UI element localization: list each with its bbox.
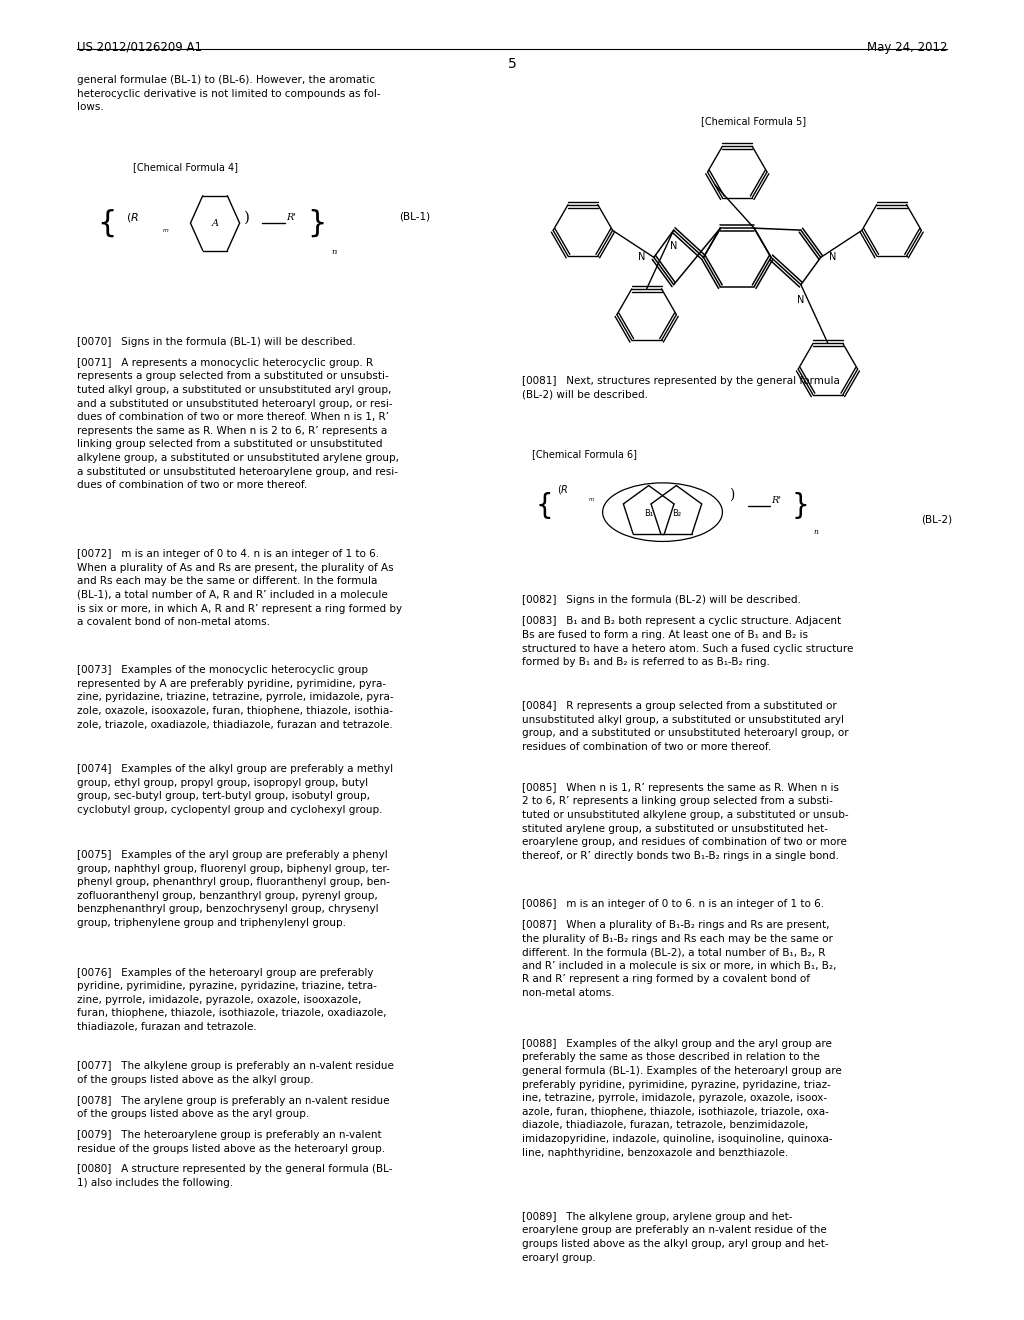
Text: [0081]   Next, structures represented by the general formula
(BL-2) will be desc: [0081] Next, structures represented by t… (522, 376, 840, 400)
Text: [0088]   Examples of the alkyl group and the aryl group are
preferably the same : [0088] Examples of the alkyl group and t… (522, 1039, 842, 1158)
Text: N: N (670, 240, 677, 251)
Text: A: A (212, 219, 218, 227)
Text: [0077]   The alkylene group is preferably an n-valent residue
of the groups list: [0077] The alkylene group is preferably … (77, 1061, 393, 1085)
Text: US 2012/0126209 A1: US 2012/0126209 A1 (77, 41, 202, 54)
Text: B₂: B₂ (672, 510, 681, 517)
Text: [Chemical Formula 4]: [Chemical Formula 4] (133, 162, 239, 173)
Text: $\}$: $\}$ (791, 490, 807, 521)
Text: $\}$: $\}$ (307, 207, 325, 239)
Text: R': R' (771, 496, 781, 504)
Text: [0089]   The alkylene group, arylene group and het-
eroarylene group are prefera: [0089] The alkylene group, arylene group… (522, 1212, 828, 1262)
Text: [0071]   A represents a monocyclic heterocyclic group. R
represents a group sele: [0071] A represents a monocyclic heteroc… (77, 358, 398, 490)
Text: N: N (638, 252, 646, 263)
Text: n: n (813, 528, 818, 536)
Text: [0087]   When a plurality of B₁-B₂ rings and Rs are present,
the plurality of B₁: [0087] When a plurality of B₁-B₂ rings a… (522, 920, 837, 998)
Text: $(R$: $(R$ (557, 483, 568, 496)
Text: $_m$: $_m$ (588, 496, 595, 504)
Text: [0085]   When n is 1, R’ represents the same as R. When n is
2 to 6, R’ represen: [0085] When n is 1, R’ represents the sa… (522, 783, 849, 861)
Text: [0070]   Signs in the formula (BL-1) will be described.: [0070] Signs in the formula (BL-1) will … (77, 337, 355, 347)
Text: [0080]   A structure represented by the general formula (BL-
1) also includes th: [0080] A structure represented by the ge… (77, 1164, 392, 1188)
Text: ): ) (244, 211, 250, 224)
Text: (BL-2): (BL-2) (922, 515, 952, 525)
Text: n: n (332, 248, 337, 256)
Text: ): ) (729, 488, 734, 502)
Text: $\{$: $\{$ (97, 207, 115, 239)
Text: [0075]   Examples of the aryl group are preferably a phenyl
group, naphthyl grou: [0075] Examples of the aryl group are pr… (77, 850, 390, 928)
Text: [0076]   Examples of the heteroaryl group are preferably
pyridine, pyrimidine, p: [0076] Examples of the heteroaryl group … (77, 968, 386, 1032)
Text: 5: 5 (508, 57, 516, 71)
Text: [0078]   The arylene group is preferably an n-valent residue
of the groups liste: [0078] The arylene group is preferably a… (77, 1096, 389, 1119)
Text: [0082]   Signs in the formula (BL-2) will be described.: [0082] Signs in the formula (BL-2) will … (522, 595, 801, 606)
Text: [0074]   Examples of the alkyl group are preferably a methyl
group, ethyl group,: [0074] Examples of the alkyl group are p… (77, 764, 393, 814)
Text: [0086]   m is an integer of 0 to 6. n is an integer of 1 to 6.: [0086] m is an integer of 0 to 6. n is a… (522, 899, 824, 909)
Text: $\{$: $\{$ (535, 490, 551, 521)
Text: [0084]   R represents a group selected from a substituted or
unsubstituted alkyl: [0084] R represents a group selected fro… (522, 701, 849, 751)
Text: N: N (828, 252, 837, 263)
Text: N: N (798, 296, 805, 305)
Text: B₁: B₁ (644, 510, 653, 517)
Text: [0079]   The heteroarylene group is preferably an n-valent
residue of the groups: [0079] The heteroarylene group is prefer… (77, 1130, 385, 1154)
Text: (BL-1): (BL-1) (399, 211, 430, 222)
Text: May 24, 2012: May 24, 2012 (866, 41, 947, 54)
Text: [0073]   Examples of the monocyclic heterocyclic group
represented by A are pref: [0073] Examples of the monocyclic hetero… (77, 665, 393, 730)
Text: $_m$: $_m$ (162, 227, 169, 235)
Text: general formulae (BL-1) to (BL-6). However, the aromatic
heterocyclic derivative: general formulae (BL-1) to (BL-6). Howev… (77, 75, 381, 112)
Text: R': R' (286, 214, 296, 222)
Text: [Chemical Formula 6]: [Chemical Formula 6] (532, 449, 638, 459)
Text: [0083]   B₁ and B₂ both represent a cyclic structure. Adjacent
Bs are fused to f: [0083] B₁ and B₂ both represent a cyclic… (522, 616, 854, 667)
Text: [Chemical Formula 5]: [Chemical Formula 5] (701, 116, 807, 127)
Text: $(R$: $(R$ (126, 211, 139, 224)
Text: [0072]   m is an integer of 0 to 4. n is an integer of 1 to 6.
When a plurality : [0072] m is an integer of 0 to 4. n is a… (77, 549, 402, 627)
